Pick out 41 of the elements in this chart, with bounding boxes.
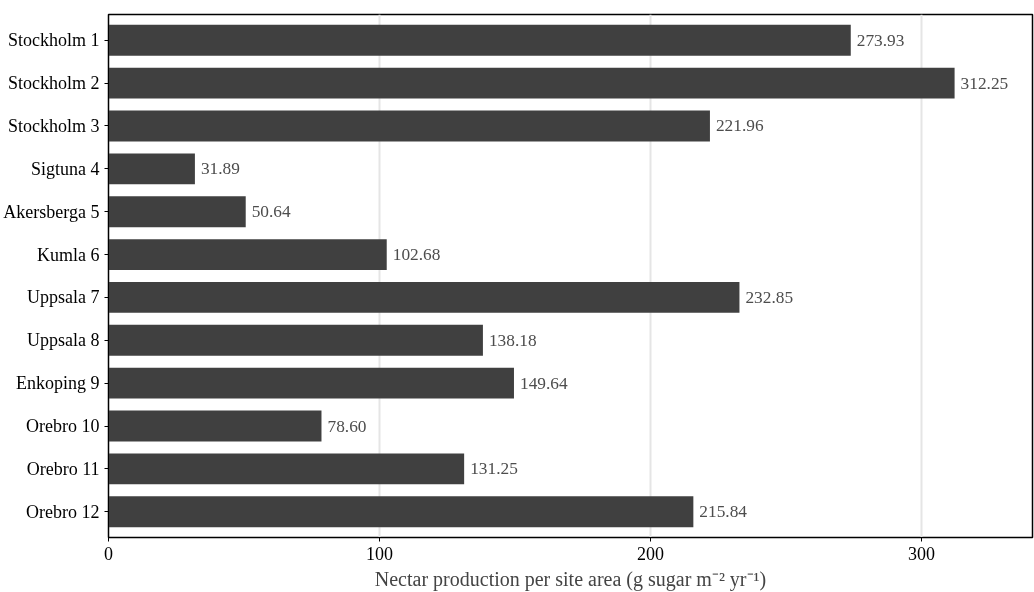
- bar: [108, 496, 694, 528]
- x-tick-label: 100: [365, 543, 393, 564]
- bar: [108, 367, 514, 399]
- bar: [108, 153, 195, 185]
- data-label: 221.96: [715, 116, 764, 136]
- data-label: 273.93: [856, 30, 905, 50]
- data-label: 50.64: [251, 202, 292, 222]
- bar: [108, 282, 740, 313]
- data-label: 232.85: [745, 287, 794, 307]
- x-tick-label: 300: [907, 543, 935, 564]
- y-tick-label: Stockholm 2: [8, 73, 100, 94]
- y-tick-label: Orebro 10: [26, 416, 100, 437]
- data-label: 312.25: [960, 73, 1009, 93]
- data-label: 138.18: [488, 330, 537, 350]
- y-tick-label: Orebro 12: [26, 501, 100, 522]
- bar: [108, 410, 322, 442]
- data-label: 149.64: [519, 373, 568, 393]
- x-axis-title: Nectar production per site area (g sugar m⁻² yr⁻¹): [374, 567, 767, 591]
- y-tick-label: Enkoping 9: [16, 373, 100, 394]
- y-tick-label: Uppsala 8: [27, 330, 100, 351]
- y-tick-label: Stockholm 3: [8, 115, 100, 136]
- data-label: 78.60: [327, 416, 367, 436]
- y-tick-label: Sigtuna 4: [31, 158, 100, 179]
- bar: [108, 453, 465, 485]
- bar: [108, 239, 387, 270]
- bar: [108, 324, 483, 356]
- x-tick-label: 0: [104, 543, 113, 564]
- y-tick-label: Uppsala 7: [27, 287, 100, 308]
- bar: [108, 67, 955, 99]
- x-tick-label: 200: [636, 543, 664, 564]
- bar: [108, 24, 851, 56]
- data-label: 31.89: [200, 159, 240, 179]
- data-label: 102.68: [392, 245, 441, 265]
- y-tick-label: Kumla 6: [37, 244, 100, 265]
- data-label: 215.84: [699, 502, 748, 522]
- bar: [108, 196, 246, 228]
- data-label: 131.25: [470, 459, 518, 479]
- bar: [108, 110, 710, 142]
- y-tick-label: Akersberga 5: [3, 201, 100, 222]
- y-tick-label: Orebro 11: [26, 458, 100, 479]
- y-tick-label: Stockholm 1: [8, 30, 100, 51]
